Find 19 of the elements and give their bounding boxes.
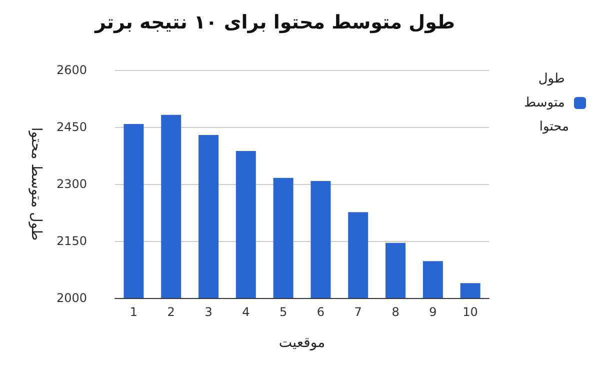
x-tick-label: 10	[462, 305, 478, 319]
x-tick-label: 2	[167, 305, 175, 319]
y-tick-label: 2000	[56, 291, 87, 305]
x-tick-label: 4	[242, 305, 250, 319]
x-tick-label: 3	[204, 305, 212, 319]
x-tick-label: 9	[429, 305, 437, 319]
y-tick-label: 2150	[56, 234, 87, 248]
x-axis-title: موقعیت	[278, 335, 326, 351]
y-tick-label: 2450	[56, 120, 87, 134]
x-tick-label: 6	[316, 305, 325, 319]
legend-label: طول متوسط محتوا	[524, 72, 569, 134]
chart-title: طول متوسط محتوا برای ۱۰ نتیجه برتر	[94, 12, 455, 34]
x-tick-label: 7	[354, 305, 362, 319]
x-tick-label: 8	[392, 305, 400, 319]
x-tick-label: 1	[130, 305, 138, 319]
y-tick-label: 2300	[56, 177, 87, 191]
y-axis-title: طول متوسط محتوا	[28, 127, 44, 241]
x-tick-label: 5	[279, 305, 288, 319]
y-tick-label: 2600	[56, 63, 87, 77]
